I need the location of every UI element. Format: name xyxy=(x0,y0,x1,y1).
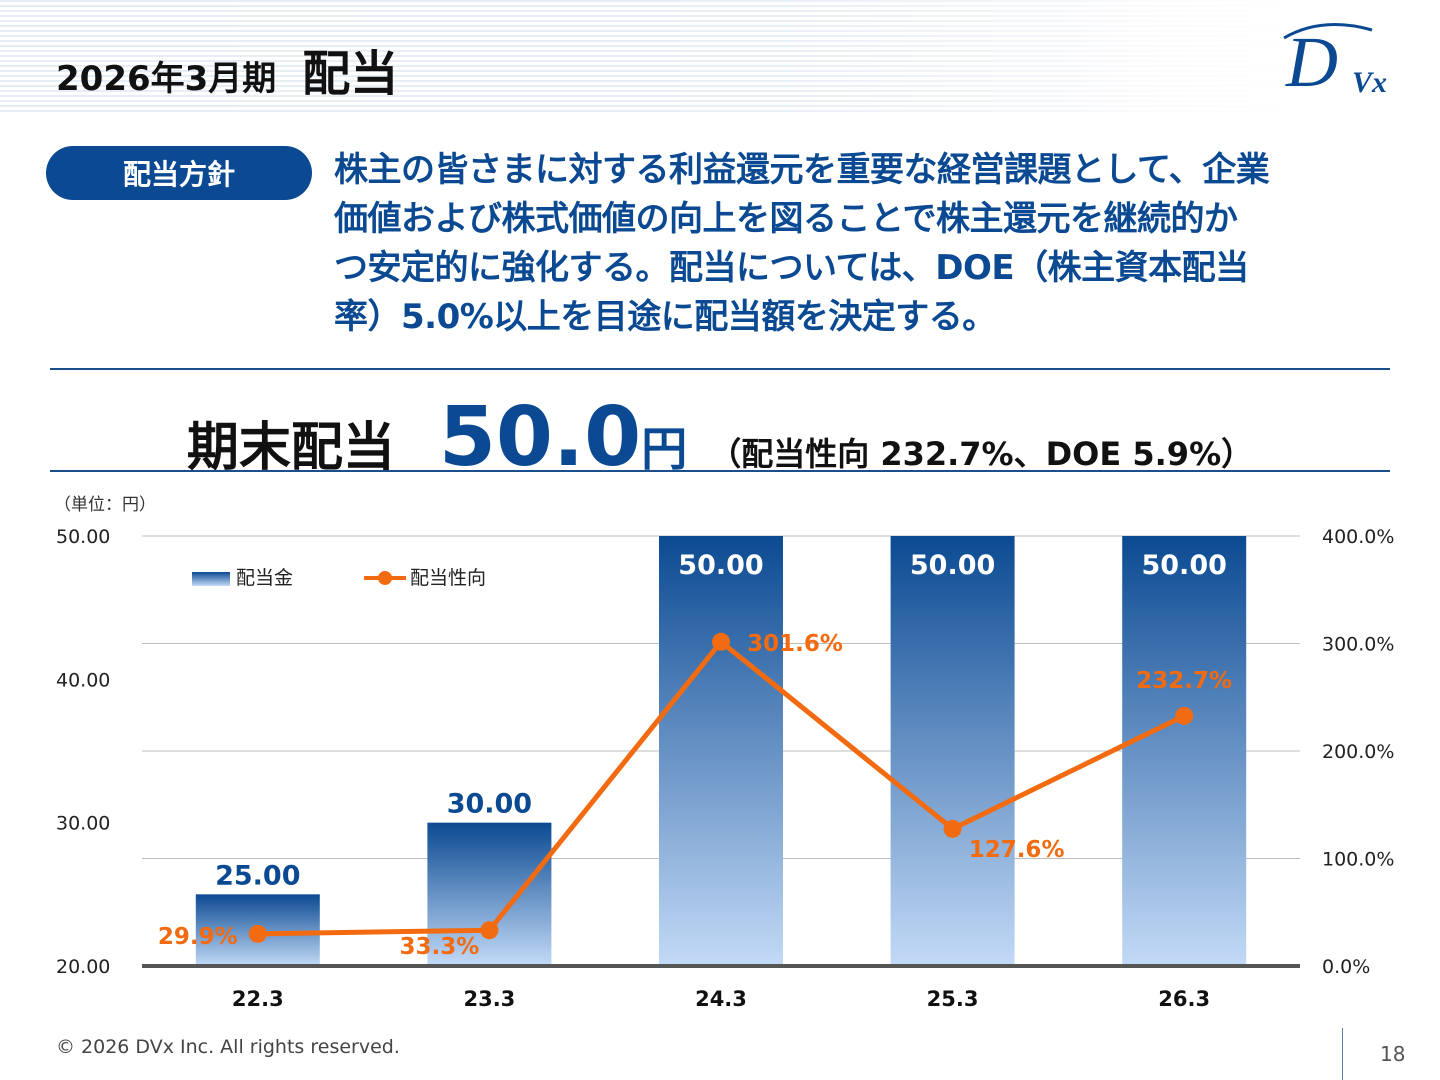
bar-26.3 xyxy=(1122,536,1247,966)
bar-value-label: 30.00 xyxy=(447,789,532,820)
fiscal-period: 2026年3月期 xyxy=(56,59,277,99)
year-end-dividend-label: 期末配当 xyxy=(186,418,395,478)
payout-ratio-label: 127.6% xyxy=(969,837,1065,863)
y-tick-left: 40.00 xyxy=(56,669,110,691)
payout-ratio-point xyxy=(943,819,962,838)
x-tick-label: 24.3 xyxy=(695,987,747,1011)
page-number: 18 xyxy=(1380,1042,1406,1066)
y-tick-right: 0.0% xyxy=(1322,956,1370,978)
bar-value-label: 50.00 xyxy=(910,550,995,581)
dividend-policy-label: 配当方針 xyxy=(46,146,312,200)
dividend-chart: 400.0% 300.0% 200.0% 100.0% 0.0% 50.00 40.00 30… xyxy=(56,526,1394,1011)
bar-value-label: 25.00 xyxy=(215,860,300,891)
payout-ratio-label: 33.3% xyxy=(400,934,480,960)
divider-bottom xyxy=(50,470,1390,472)
page-title: 2026年3月期 配当 xyxy=(56,34,398,104)
svg-text:D: D xyxy=(1285,22,1338,100)
y-tick-right: 300.0% xyxy=(1322,634,1394,656)
legend-label: 配当性向 xyxy=(410,567,486,589)
y-tick-left: 20.00 xyxy=(56,956,110,978)
header-band xyxy=(0,0,1440,112)
year-end-dividend: 期末配当 50.0 円 （配当性向 232.7%、DOE 5.9%） xyxy=(0,390,1440,485)
chart-unit-label: （単位：円） xyxy=(54,495,156,515)
y-tick-left: 30.00 xyxy=(56,813,110,835)
x-tick-label: 26.3 xyxy=(1158,987,1210,1011)
payout-ratio-label: 232.7% xyxy=(1136,668,1232,694)
bar-value-label: 50.00 xyxy=(678,550,763,581)
x-tick-label: 23.3 xyxy=(463,987,515,1011)
policy-line: 価値および株式価値の向上を図ることで株主還元を継続的か xyxy=(334,199,1238,239)
bar-23.3 xyxy=(427,822,552,966)
payout-ratio-point xyxy=(248,924,267,943)
copyright: © 2026 DVx Inc. All rights reserved. xyxy=(56,1036,400,1058)
payout-ratio-point xyxy=(712,632,730,651)
bar-25.3 xyxy=(890,536,1015,966)
footer-divider xyxy=(1342,1028,1343,1080)
page-heading: 配当 xyxy=(302,46,399,102)
x-tick-label: 22.3 xyxy=(232,987,284,1011)
y-tick-right: 200.0% xyxy=(1322,741,1394,763)
legend-swatch-bar xyxy=(192,572,230,586)
svg-text:Vx: Vx xyxy=(1352,66,1387,99)
policy-line: 率）5.0%以上を目途に配当額を決定する。 xyxy=(334,297,996,337)
policy-line: つ安定的に強化する。配当については、DOE（株主資本配当 xyxy=(334,248,1249,288)
legend-label: 配当金 xyxy=(236,567,293,589)
year-end-dividend-value: 50.0 xyxy=(438,390,642,485)
y-tick-right: 100.0% xyxy=(1322,849,1394,871)
bar-24.3 xyxy=(659,536,783,966)
payout-ratio-label: 301.6% xyxy=(747,631,843,657)
policy-line: 株主の皆さまに対する利益還元を重要な経営課題として、企業 xyxy=(334,150,1270,190)
x-tick-label: 25.3 xyxy=(927,987,979,1011)
legend-swatch-marker xyxy=(378,571,392,585)
dvx-logo: D Vx xyxy=(1283,22,1387,100)
divider-top xyxy=(50,368,1390,370)
payout-ratio-point xyxy=(1175,706,1194,725)
bar-value-label: 50.00 xyxy=(1141,550,1226,581)
y-tick-left: 50.00 xyxy=(56,526,110,548)
payout-ratio-point xyxy=(480,921,499,940)
payout-ratio-label: 29.9% xyxy=(158,924,238,950)
year-end-dividend-unit: 円 xyxy=(641,422,688,476)
y-tick-right: 400.0% xyxy=(1322,526,1394,548)
dividend-policy-text: 株主の皆さまに対する利益還元を重要な経営課題として、企業 価値および株式価値の向… xyxy=(334,146,1394,342)
payout-doe-note: （配当性向 232.7%、DOE 5.9%） xyxy=(709,435,1254,473)
